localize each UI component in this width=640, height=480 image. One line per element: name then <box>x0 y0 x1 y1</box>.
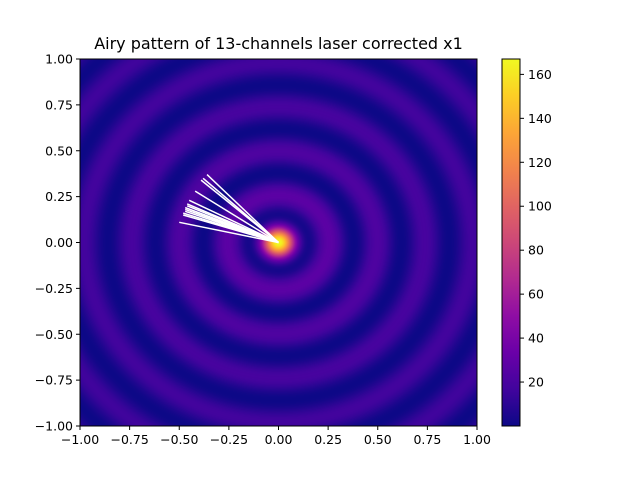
y-tick-label: 0.50 <box>45 143 73 158</box>
colorbar-tick-label: 120 <box>528 155 552 170</box>
channel-vector-line <box>206 174 280 244</box>
x-tick-label: −0.50 <box>160 432 198 447</box>
chart-title: Airy pattern of 13-channels laser correc… <box>94 34 463 53</box>
channel-vector-line <box>200 179 279 244</box>
y-tick-label: 0.75 <box>45 97 73 112</box>
y-tick-label: 1.00 <box>45 52 73 67</box>
y-tick-label: 0.00 <box>45 235 73 250</box>
colorbar-tick-label: 80 <box>528 243 544 258</box>
colorbar: 20 40 60 80 100 120 140 160 <box>501 58 552 427</box>
colorbar-tick-label: 100 <box>528 199 552 214</box>
colorbar-tick-label: 40 <box>528 331 544 346</box>
channel-vector-line <box>179 221 279 244</box>
x-tick-label: 0.25 <box>314 432 342 447</box>
x-tick-label: −0.25 <box>210 432 248 447</box>
x-tick-label: −0.75 <box>110 432 148 447</box>
colorbar-tick-label: 60 <box>528 287 544 302</box>
colorbar-tick-label: 20 <box>528 375 544 390</box>
colorbar-gradient <box>502 59 520 426</box>
colorbar-frame <box>501 58 521 427</box>
y-tick-label: −1.00 <box>35 419 73 434</box>
y-tick-label: −0.25 <box>35 281 73 296</box>
colorbar-ticks: 20 40 60 80 100 120 140 160 <box>520 67 552 390</box>
colorbar-tick-label: 160 <box>528 67 552 82</box>
channel-vector-line <box>183 214 279 244</box>
x-tick-label: 0.75 <box>413 432 441 447</box>
colorbar-tick-label: 140 <box>528 111 552 126</box>
y-axis: 1.00 0.75 0.50 0.25 0.00 −0.25 −0.50 −0.75 −1.00 <box>35 52 80 434</box>
channel-vectors <box>179 174 280 244</box>
channel-vector-line <box>194 190 279 244</box>
y-tick-label: 0.25 <box>45 189 73 204</box>
y-tick-label: −0.50 <box>35 327 73 342</box>
x-tick-label: 0.00 <box>265 432 293 447</box>
y-tick-label: −0.75 <box>35 373 73 388</box>
x-tick-label: −1.00 <box>61 432 99 447</box>
x-axis: −1.00 −0.75 −0.50 −0.25 0.00 0.25 0.50 0.75 1.00 <box>61 426 491 447</box>
x-tick-label: 0.50 <box>364 432 392 447</box>
x-tick-label: 1.00 <box>463 432 491 447</box>
heatmap-plot <box>79 58 478 427</box>
